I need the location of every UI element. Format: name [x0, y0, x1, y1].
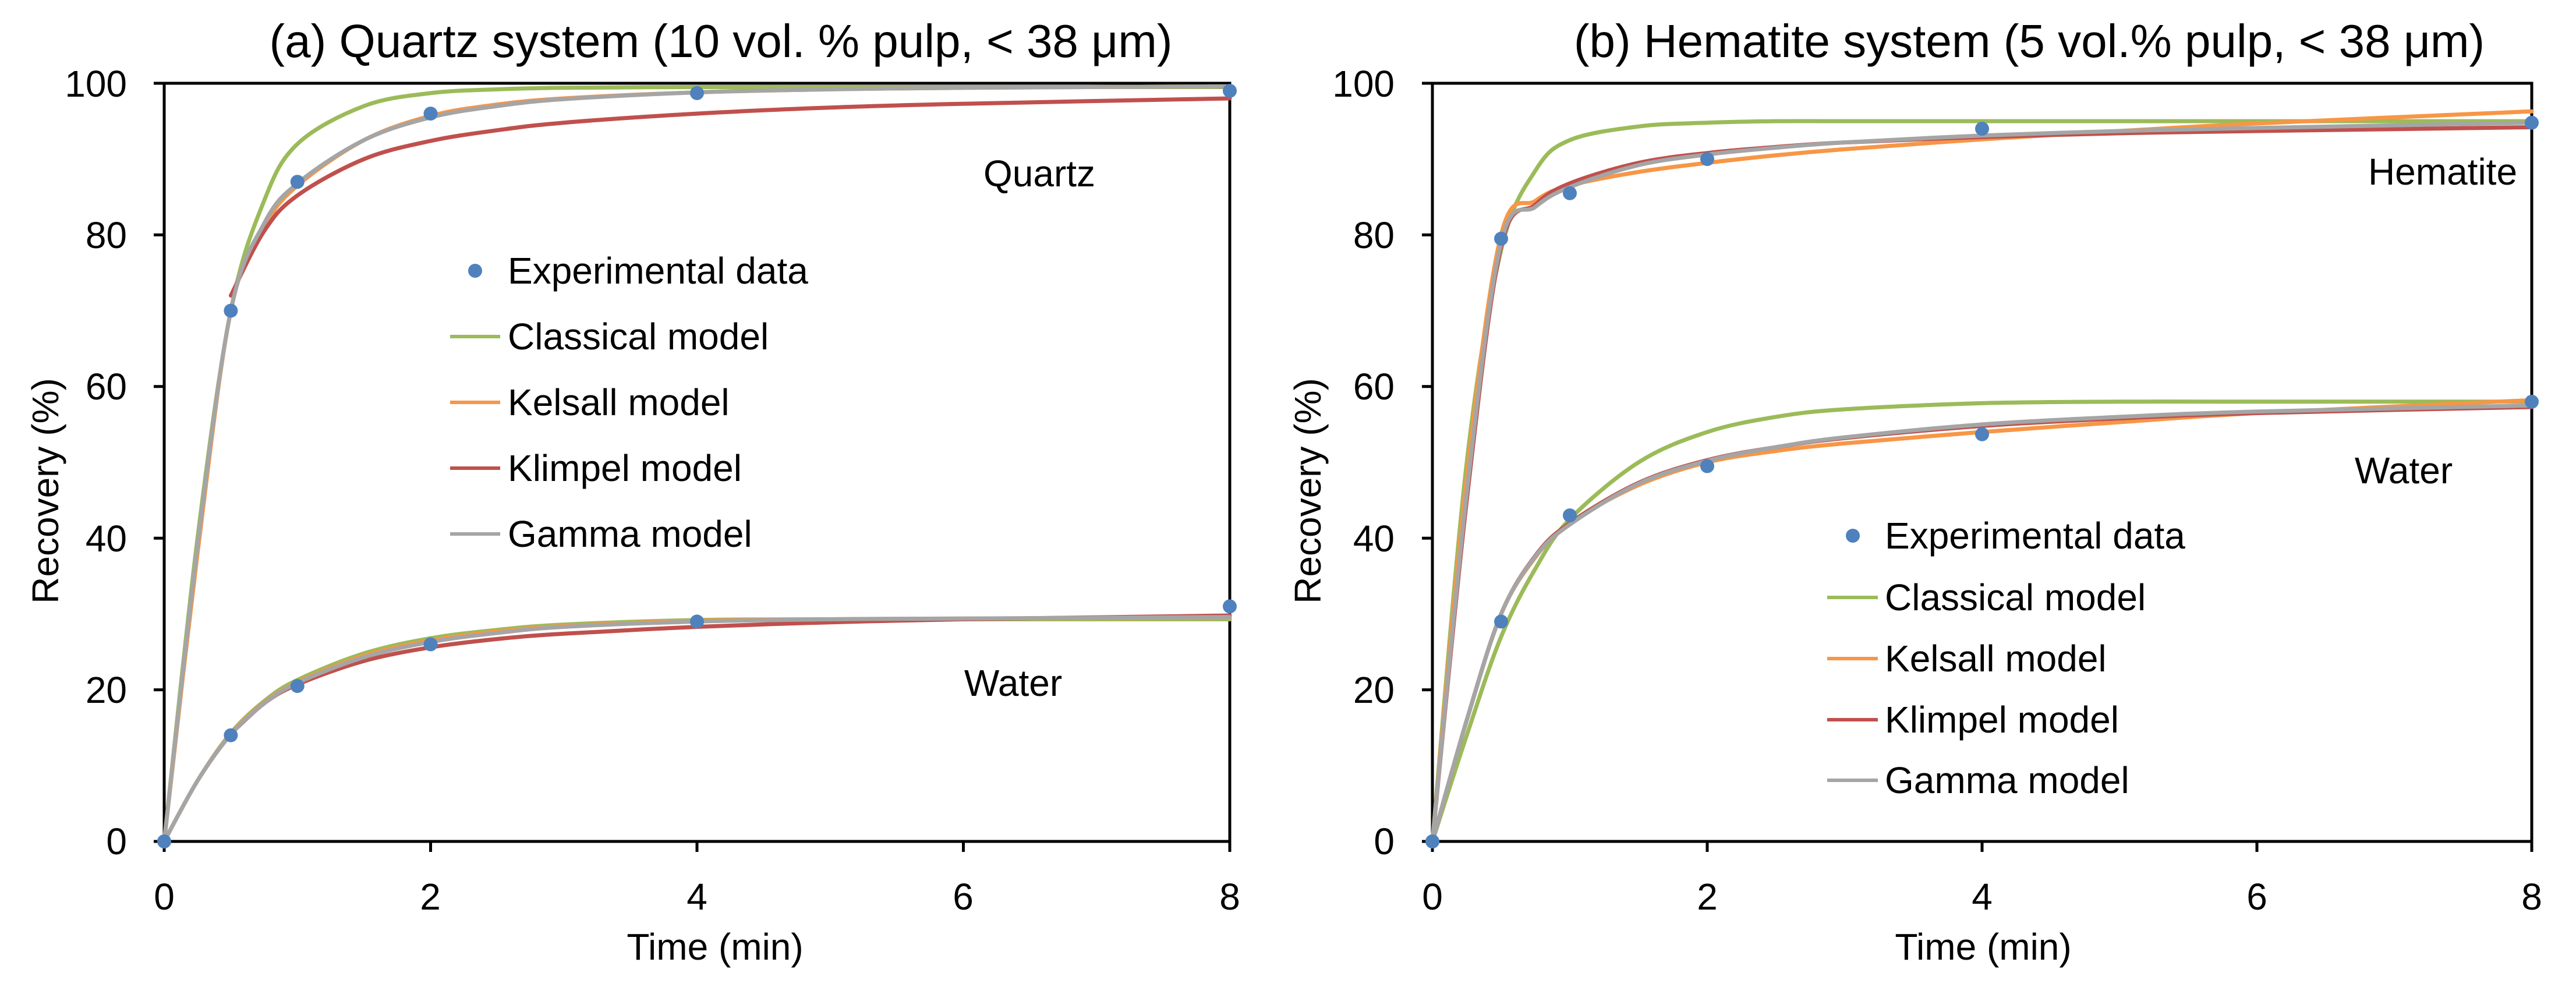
- legend: Experimental data Classical model Kelsal…: [1827, 515, 2185, 801]
- data-point-water: [224, 728, 238, 742]
- annotation-hematite: Hematite: [2368, 151, 2517, 193]
- legend-label-experimental: Experimental data: [508, 250, 808, 292]
- data-point-water: [1975, 427, 1989, 441]
- x-tick-label: 2: [420, 876, 441, 918]
- data-point-hematite: [1975, 122, 1989, 136]
- y-tick-label: 60: [86, 366, 127, 408]
- x-tick-label: 0: [1422, 876, 1443, 918]
- x-axis-label: Time (min): [1895, 926, 2071, 968]
- data-point-water: [2525, 394, 2539, 409]
- data-point-water: [1494, 614, 1508, 629]
- x-tick-label: 8: [2521, 876, 2542, 918]
- legend-label-gamma: Gamma model: [508, 513, 752, 555]
- legend-label-klimpel: Klimpel model: [1885, 699, 2119, 741]
- y-tick-label: 80: [86, 214, 127, 256]
- data-point-hematite: [1700, 152, 1714, 167]
- x-tick-label: 6: [953, 876, 974, 918]
- y-tick-label: 0: [1374, 820, 1395, 862]
- y-tick-label: 100: [1332, 63, 1395, 105]
- x-tick-label: 0: [154, 876, 175, 918]
- legend-label-klimpel: Klimpel model: [508, 447, 742, 489]
- data-point-quartz: [423, 107, 438, 121]
- x-tick-label: 4: [1972, 876, 1993, 918]
- series-line-gamma-model-water: [162, 615, 1232, 844]
- annotation-quartz: Quartz: [983, 153, 1095, 194]
- legend-label-classical: Classical model: [1885, 576, 2146, 618]
- data-point-hematite: [2525, 115, 2539, 130]
- data-point-water: [1563, 508, 1577, 523]
- y-tick-label: 20: [1353, 669, 1395, 711]
- data-point-water: [690, 614, 704, 629]
- data-point-quartz: [224, 303, 238, 318]
- data-point-quartz: [690, 86, 704, 100]
- y-axis-label: Recovery (%): [1287, 378, 1329, 604]
- data-point-water: [1700, 459, 1714, 473]
- legend-label-kelsall: Kelsall model: [1885, 638, 2107, 680]
- data-point-water: [1425, 834, 1439, 848]
- panel-hematite: (b) Hematite system (5 vol.% pulp, < 38 …: [1287, 15, 2542, 968]
- data-point-quartz: [1223, 84, 1237, 98]
- legend-label-classical: Classical model: [508, 316, 769, 358]
- data-point-water: [290, 679, 305, 694]
- legend-label-experimental: Experimental data: [1885, 515, 2185, 557]
- plot-area: [1422, 82, 2539, 852]
- y-axis-label: Recovery (%): [24, 378, 66, 604]
- y-tick-label: 0: [106, 820, 127, 862]
- series-line-klimpel-model-quartz: [228, 96, 1232, 298]
- y-tick-label: 100: [65, 63, 127, 105]
- panel-quartz: (a) Quartz system (10 vol. % pulp, < 38 …: [24, 15, 1240, 968]
- x-tick-label: 2: [1697, 876, 1718, 918]
- chart-title: (a) Quartz system (10 vol. % pulp, < 38 …: [269, 15, 1172, 67]
- plot-area: [154, 82, 1237, 852]
- data-point-hematite: [1494, 231, 1508, 246]
- data-point-water: [157, 834, 171, 848]
- legend: Experimental data Classical model Kelsal…: [450, 250, 808, 555]
- legend-marker-experimental: [1846, 529, 1860, 543]
- legend-label-kelsall: Kelsall model: [508, 381, 730, 423]
- x-tick-label: 8: [1219, 876, 1240, 918]
- data-point-water: [423, 637, 438, 652]
- x-tick-label: 6: [2246, 876, 2267, 918]
- annotation-water: Water: [964, 662, 1062, 704]
- y-tick-label: 80: [1353, 214, 1395, 256]
- legend-marker-experimental: [468, 264, 482, 278]
- y-tick-label: 20: [86, 669, 127, 711]
- y-tick-label: 40: [86, 518, 127, 560]
- series-line-classical-model-water: [1430, 399, 2534, 844]
- annotation-water: Water: [2355, 450, 2453, 491]
- x-tick-label: 4: [687, 876, 707, 918]
- x-axis-label: Time (min): [627, 926, 803, 968]
- data-point-quartz: [290, 175, 305, 189]
- chart-title: (b) Hematite system (5 vol.% pulp, < 38 …: [1574, 15, 2485, 67]
- data-point-hematite: [1563, 186, 1577, 200]
- y-tick-label: 40: [1353, 518, 1395, 560]
- legend-label-gamma: Gamma model: [1885, 759, 2129, 801]
- data-point-water: [1223, 599, 1237, 614]
- y-tick-label: 60: [1353, 366, 1395, 408]
